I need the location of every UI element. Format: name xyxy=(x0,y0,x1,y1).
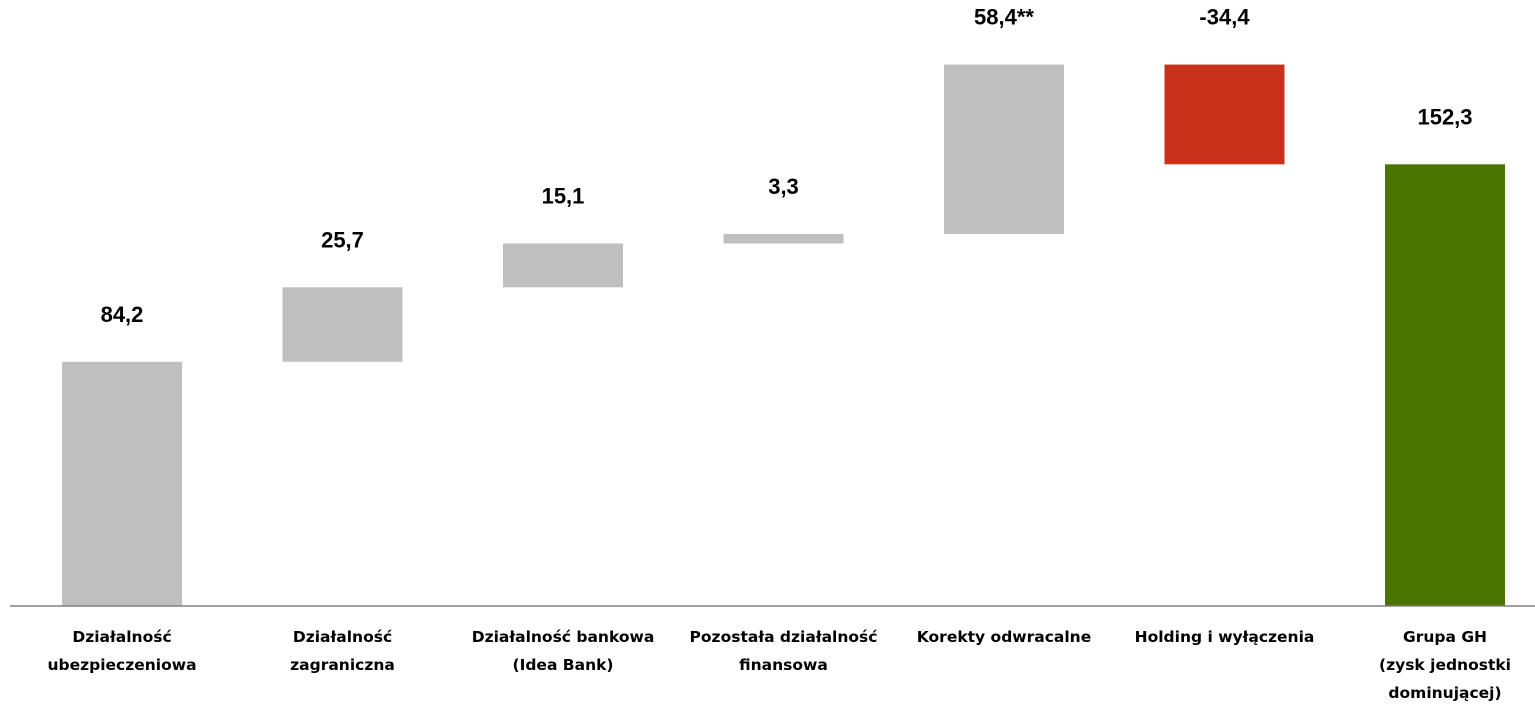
category-label-7-line-3: dominującej) xyxy=(1388,684,1501,702)
value-label-3: 15,1 xyxy=(542,184,585,209)
category-label-3-line-1: Działalność bankowa xyxy=(472,628,655,646)
value-labels-layer: 84,2 25,7 15,1 3,3 58,4** -34,4 152,3 xyxy=(101,5,1473,327)
category-label-7-line-2: (zysk jednostki xyxy=(1379,656,1511,674)
bar-5 xyxy=(944,64,1064,234)
category-label-4-line-1: Pozostała działalność xyxy=(690,628,878,646)
category-label-6-line-1: Holding i wyłączenia xyxy=(1135,628,1315,646)
bar-2 xyxy=(282,287,403,362)
category-label-1-line-2: ubezpieczeniowa xyxy=(47,656,196,674)
bar-4 xyxy=(723,233,844,244)
value-label-4: 3,3 xyxy=(768,174,799,199)
bar-7 xyxy=(1385,164,1505,606)
bar-6 xyxy=(1164,64,1285,165)
category-label-3-line-2: (Idea Bank) xyxy=(512,656,613,674)
value-label-1: 84,2 xyxy=(101,302,144,327)
category-label-5-line-1: Korekty odwracalne xyxy=(917,628,1091,646)
category-labels-layer: Działalność ubezpieczeniowa Działalność zag… xyxy=(47,628,1511,702)
bars-layer xyxy=(62,64,1505,606)
category-label-2-line-2: zagraniczna xyxy=(290,656,395,674)
bar-3 xyxy=(503,243,623,288)
category-label-1-line-1: Działalność xyxy=(72,628,171,646)
category-label-7-line-1: Grupa GH xyxy=(1403,628,1487,646)
category-label-2-line-1: Działalność xyxy=(293,628,392,646)
value-label-5: 58,4** xyxy=(974,5,1034,30)
value-label-7: 152,3 xyxy=(1417,104,1472,129)
category-label-4-line-2: finansowa xyxy=(739,656,828,674)
value-label-6: -34,4 xyxy=(1199,5,1250,30)
value-label-2: 25,7 xyxy=(321,227,364,252)
bar-1 xyxy=(62,361,182,606)
